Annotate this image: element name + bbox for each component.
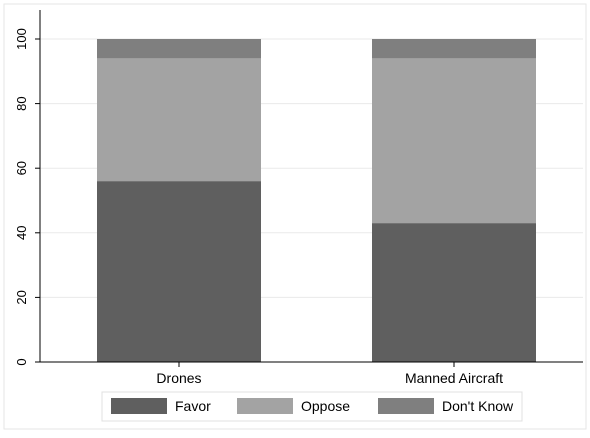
legend-label-oppose: Oppose	[301, 398, 350, 414]
bar-drones-favor	[97, 181, 261, 362]
legend: Favor Oppose Don't Know	[101, 391, 523, 422]
x-tick-label-drones: Drones	[156, 370, 201, 386]
x-tick-label-manned-aircraft: Manned Aircraft	[405, 370, 503, 386]
bar-manned-aircraft-favor	[372, 223, 536, 362]
bar-drones-oppose	[97, 58, 261, 182]
y-tick-label-20: 20	[14, 290, 29, 304]
legend-swatch-oppose	[237, 398, 293, 414]
legend-swatch-favor	[111, 398, 167, 414]
y-tick-label-60: 60	[14, 161, 29, 175]
legend-label-don-t-know: Don't Know	[442, 398, 514, 414]
bar-drones-don-t-know	[97, 39, 261, 59]
legend-box	[101, 391, 523, 422]
x-tick-labels: Drones Manned Aircraft	[156, 362, 503, 386]
y-tick-label-0: 0	[14, 358, 29, 365]
y-tick-label-80: 80	[14, 96, 29, 110]
bars	[97, 39, 536, 362]
bar-manned-aircraft-don-t-know	[372, 39, 536, 59]
y-ticks: 0 20 40 60 80 100	[14, 28, 40, 366]
y-tick-label-40: 40	[14, 226, 29, 240]
legend-label-favor: Favor	[175, 398, 211, 414]
y-tick-label-100: 100	[14, 28, 29, 50]
axes	[39, 10, 583, 363]
legend-swatch-don-t-know	[378, 398, 434, 414]
bar-manned-aircraft-oppose	[372, 58, 536, 224]
